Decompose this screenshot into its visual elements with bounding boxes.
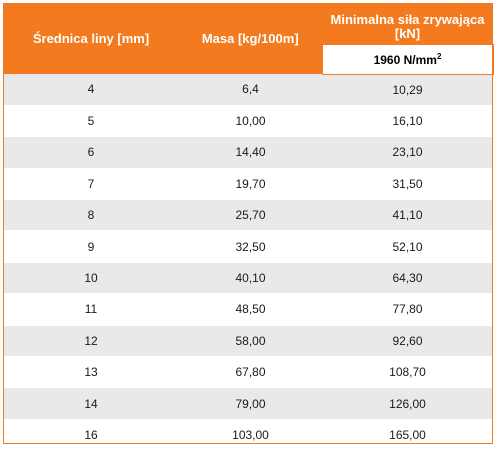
cell-mass: 67,80 [179, 356, 322, 389]
table-row: 14 79,00 126,00 [3, 387, 493, 420]
header-mass: Masa [kg/100m] [179, 3, 322, 74]
cell-mass: 58,00 [179, 325, 322, 358]
cell-mass: 79,00 [179, 387, 322, 420]
cell-mass: 6,4 [179, 74, 322, 106]
table-row: 10 40,10 64,30 [3, 262, 493, 295]
tensile-grade-value: 1960 N/mm [373, 52, 437, 67]
table-row: 4 6,4 10,29 [3, 74, 493, 106]
cell-force: 92,60 [322, 325, 493, 358]
table-row: 12 58,00 92,60 [3, 325, 493, 358]
cell-diameter: 6 [3, 136, 179, 169]
header-diameter: Średnica liny [mm] [3, 3, 179, 74]
cell-mass: 10,00 [179, 105, 322, 138]
cell-force: 23,10 [322, 136, 493, 169]
cell-force: 77,80 [322, 293, 493, 326]
cell-diameter: 14 [3, 387, 179, 420]
cell-diameter: 11 [3, 293, 179, 326]
cell-force: 41,10 [322, 199, 493, 232]
cell-mass: 48,50 [179, 293, 322, 326]
cell-force: 52,10 [322, 230, 493, 263]
cell-diameter: 13 [3, 356, 179, 389]
table-row: 7 19,70 31,50 [3, 168, 493, 201]
cell-force: 64,30 [322, 262, 493, 295]
cell-force: 10,29 [322, 74, 493, 106]
cell-mass: 14,40 [179, 136, 322, 169]
cell-mass: 25,70 [179, 199, 322, 232]
cell-diameter: 8 [3, 199, 179, 232]
cell-diameter: 9 [3, 230, 179, 263]
table-row: 11 48,50 77,80 [3, 293, 493, 326]
table-row: 5 10,00 16,10 [3, 105, 493, 138]
cell-mass: 40,10 [179, 262, 322, 295]
cell-diameter: 10 [3, 262, 179, 295]
table-row: 9 32,50 52,10 [3, 230, 493, 263]
header-tensile-grade: 1960 N/mm2 [321, 43, 494, 75]
table-row: 13 67,80 108,70 [3, 356, 493, 389]
rope-spec-table-container: Średnica liny [mm] Masa [kg/100m] Minima… [3, 3, 494, 451]
table-header: Średnica liny [mm] Masa [kg/100m] Minima… [3, 3, 494, 75]
table-body: 4 6,4 10,29 5 10,00 16,10 6 14,40 23,10 … [3, 74, 493, 451]
cell-mass: 32,50 [179, 230, 322, 263]
cell-force: 16,10 [322, 105, 493, 138]
table-row: 8 25,70 41,10 [3, 199, 493, 232]
header-breaking-force: Minimalna siła zrywająca [kN] [322, 3, 493, 45]
table-row: 6 14,40 23,10 [3, 136, 493, 169]
cell-diameter: 12 [3, 325, 179, 358]
cell-mass: 19,70 [179, 168, 322, 201]
rope-spec-table: Średnica liny [mm] Masa [kg/100m] Minima… [3, 3, 494, 451]
cell-diameter: 4 [3, 74, 179, 106]
cell-force: 108,70 [322, 356, 493, 389]
cell-diameter: 5 [3, 105, 179, 138]
tensile-grade-exponent: 2 [436, 51, 442, 61]
cell-force: 126,00 [322, 387, 493, 420]
cell-diameter: 7 [3, 168, 179, 201]
cell-force: 31,50 [322, 168, 493, 201]
